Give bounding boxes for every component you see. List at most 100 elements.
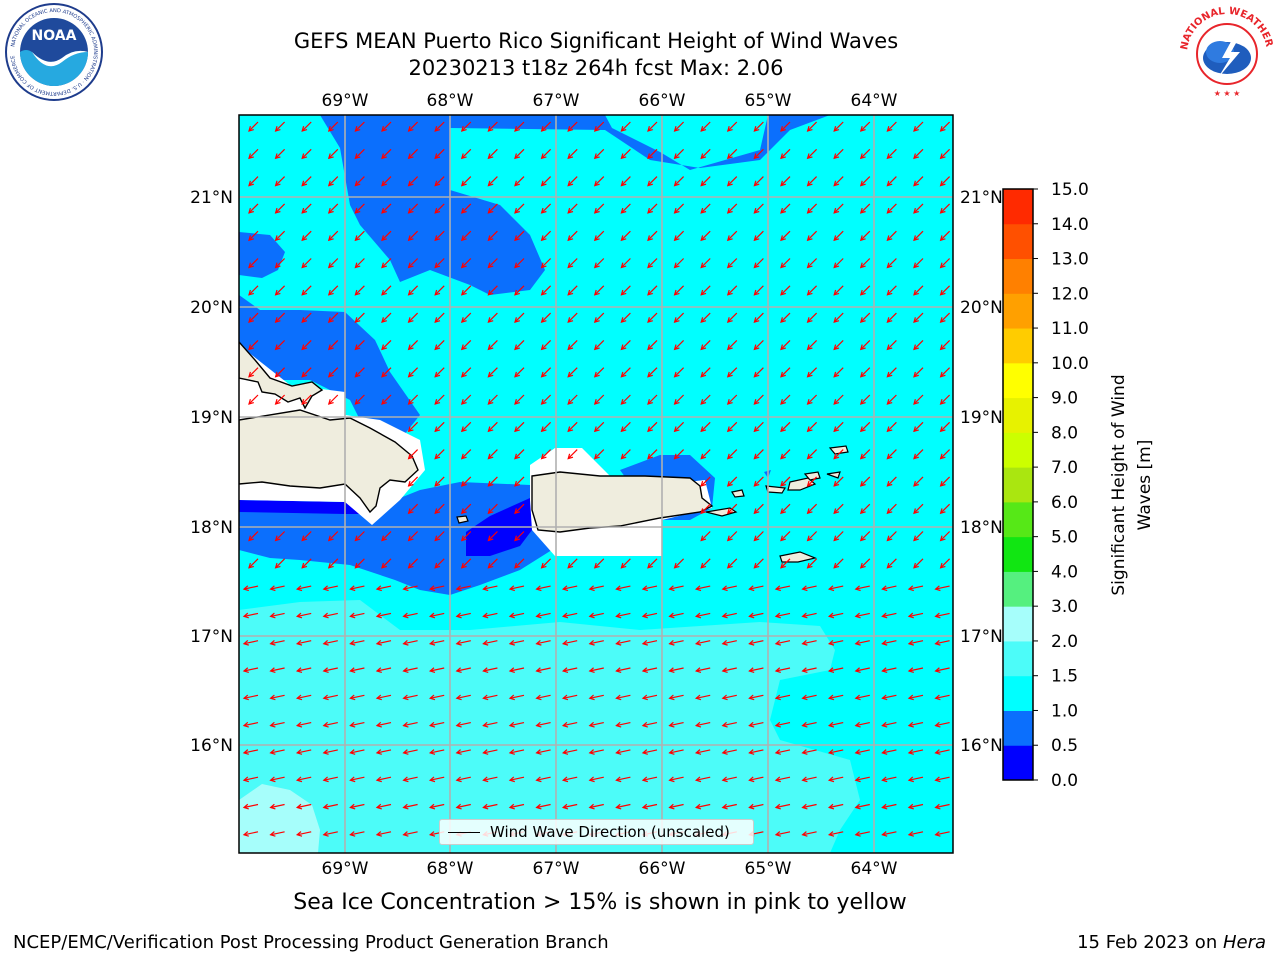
wave-arrow-head — [726, 207, 733, 214]
wave-arrow — [567, 203, 578, 214]
wave-arrow-head — [673, 180, 680, 187]
wave-arrow — [487, 531, 498, 541]
wave-arrow-head — [780, 453, 786, 460]
wave-arrow-head — [907, 776, 914, 783]
wave-arrow-head — [514, 126, 520, 132]
wave-arrow — [328, 203, 339, 214]
wave-arrow — [248, 121, 259, 132]
wave-arrow — [541, 312, 552, 323]
wave-arrow-head — [540, 180, 547, 187]
wave-arrow — [749, 640, 764, 645]
wave-arrow-head — [833, 235, 840, 242]
wave-arrow — [940, 312, 951, 323]
wave-arrow — [567, 285, 578, 296]
wave-arrow — [301, 230, 312, 241]
wave-arrow-head — [588, 694, 595, 701]
wave-arrow-head — [535, 776, 542, 783]
wave-arrow — [647, 558, 658, 569]
wave-arrow — [855, 667, 870, 672]
wave-arrow — [350, 776, 365, 781]
wave-arrow-head — [535, 612, 542, 619]
colorbar-tick-label: 7.0 — [1051, 458, 1078, 478]
wave-arrow-head — [301, 262, 308, 269]
wave-arrow — [541, 176, 552, 187]
wave-arrow-head — [859, 262, 866, 269]
wave-arrow — [886, 258, 897, 268]
wave-arrow-head — [567, 262, 574, 269]
wave-arrow — [669, 722, 684, 727]
wave-arrow-head — [514, 426, 520, 433]
wave-arrow — [802, 667, 817, 672]
wave-arrow-head — [780, 235, 786, 242]
wave-arrow — [541, 203, 552, 214]
wave-arrow-head — [487, 289, 494, 296]
wave-arrow — [647, 449, 658, 460]
wave-arrow-head — [460, 480, 467, 487]
lon-label-bottom: 67°W — [533, 859, 580, 879]
wave-arrow — [461, 503, 472, 514]
wave-arrow — [514, 203, 525, 214]
wave-arrow — [514, 339, 525, 350]
wave-arrow — [722, 612, 737, 617]
wave-arrow — [328, 558, 339, 569]
wave-arrow-head — [913, 180, 919, 187]
wave-arrow-head — [780, 126, 786, 132]
wave-arrow — [935, 667, 950, 672]
wave-arrow — [354, 203, 365, 214]
wave-arrow-head — [561, 694, 569, 701]
wave-arrow-head — [428, 831, 436, 837]
wave-arrow — [594, 121, 605, 132]
wave-arrow-head — [327, 207, 334, 214]
wave-arrow-head — [428, 639, 436, 646]
wave-arrow — [855, 803, 870, 809]
wave-arrow — [647, 230, 658, 241]
wave-arrow-head — [859, 289, 866, 296]
wave-arrow-head — [913, 207, 919, 214]
wave-arrow — [807, 449, 818, 460]
wave-arrow — [620, 367, 631, 378]
wave-arrow — [802, 749, 817, 754]
wave-arrow — [616, 749, 631, 754]
wave-arrow — [647, 203, 658, 214]
lat-label-right: 16°N — [960, 736, 1003, 756]
wave-arrow — [243, 585, 259, 590]
wave-arrow-head — [402, 585, 409, 592]
wave-arrow-head — [700, 235, 707, 242]
colorbar-segment — [1003, 745, 1033, 781]
wave-arrow — [780, 148, 791, 159]
wave-arrow-head — [460, 235, 467, 242]
wave-arrow-head — [726, 262, 733, 269]
wave-arrow-head — [806, 399, 813, 405]
wave-arrow-head — [726, 180, 733, 187]
wave-arrow — [541, 449, 552, 460]
colorbar-tick-label: 0.5 — [1051, 736, 1078, 756]
wave-arrow — [700, 449, 711, 460]
wave-arrow — [674, 148, 685, 159]
wave-arrow — [381, 203, 392, 214]
wave-arrow-head — [748, 749, 755, 755]
wave-arrow-head — [561, 721, 569, 728]
wave-arrow — [780, 449, 791, 460]
wave-arrow-head — [381, 207, 387, 214]
wave-arrow-head — [780, 207, 786, 214]
wave-arrow-head — [620, 153, 627, 160]
wave-arrow — [913, 176, 924, 187]
wave-arrow-head — [726, 126, 733, 132]
wave-arrow-head — [588, 639, 595, 646]
wave-arrow — [461, 230, 472, 241]
wave-arrow-head — [428, 667, 436, 673]
wave-arrow — [616, 612, 631, 617]
wave-arrow — [434, 449, 445, 460]
wave-arrow-head — [673, 344, 680, 351]
wave-arrow-head — [349, 803, 356, 810]
wave-arrow — [722, 585, 737, 590]
wave-arrow-head — [593, 235, 600, 242]
wave-arrow-head — [753, 180, 760, 187]
wave-arrow-head — [407, 535, 414, 542]
wave-arrow — [807, 285, 818, 296]
wave-arrow-head — [854, 639, 861, 646]
wave-arrow — [248, 203, 259, 214]
wave-arrow — [674, 558, 685, 569]
wave-arrow-head — [833, 480, 840, 487]
wave-arrow — [434, 503, 445, 514]
